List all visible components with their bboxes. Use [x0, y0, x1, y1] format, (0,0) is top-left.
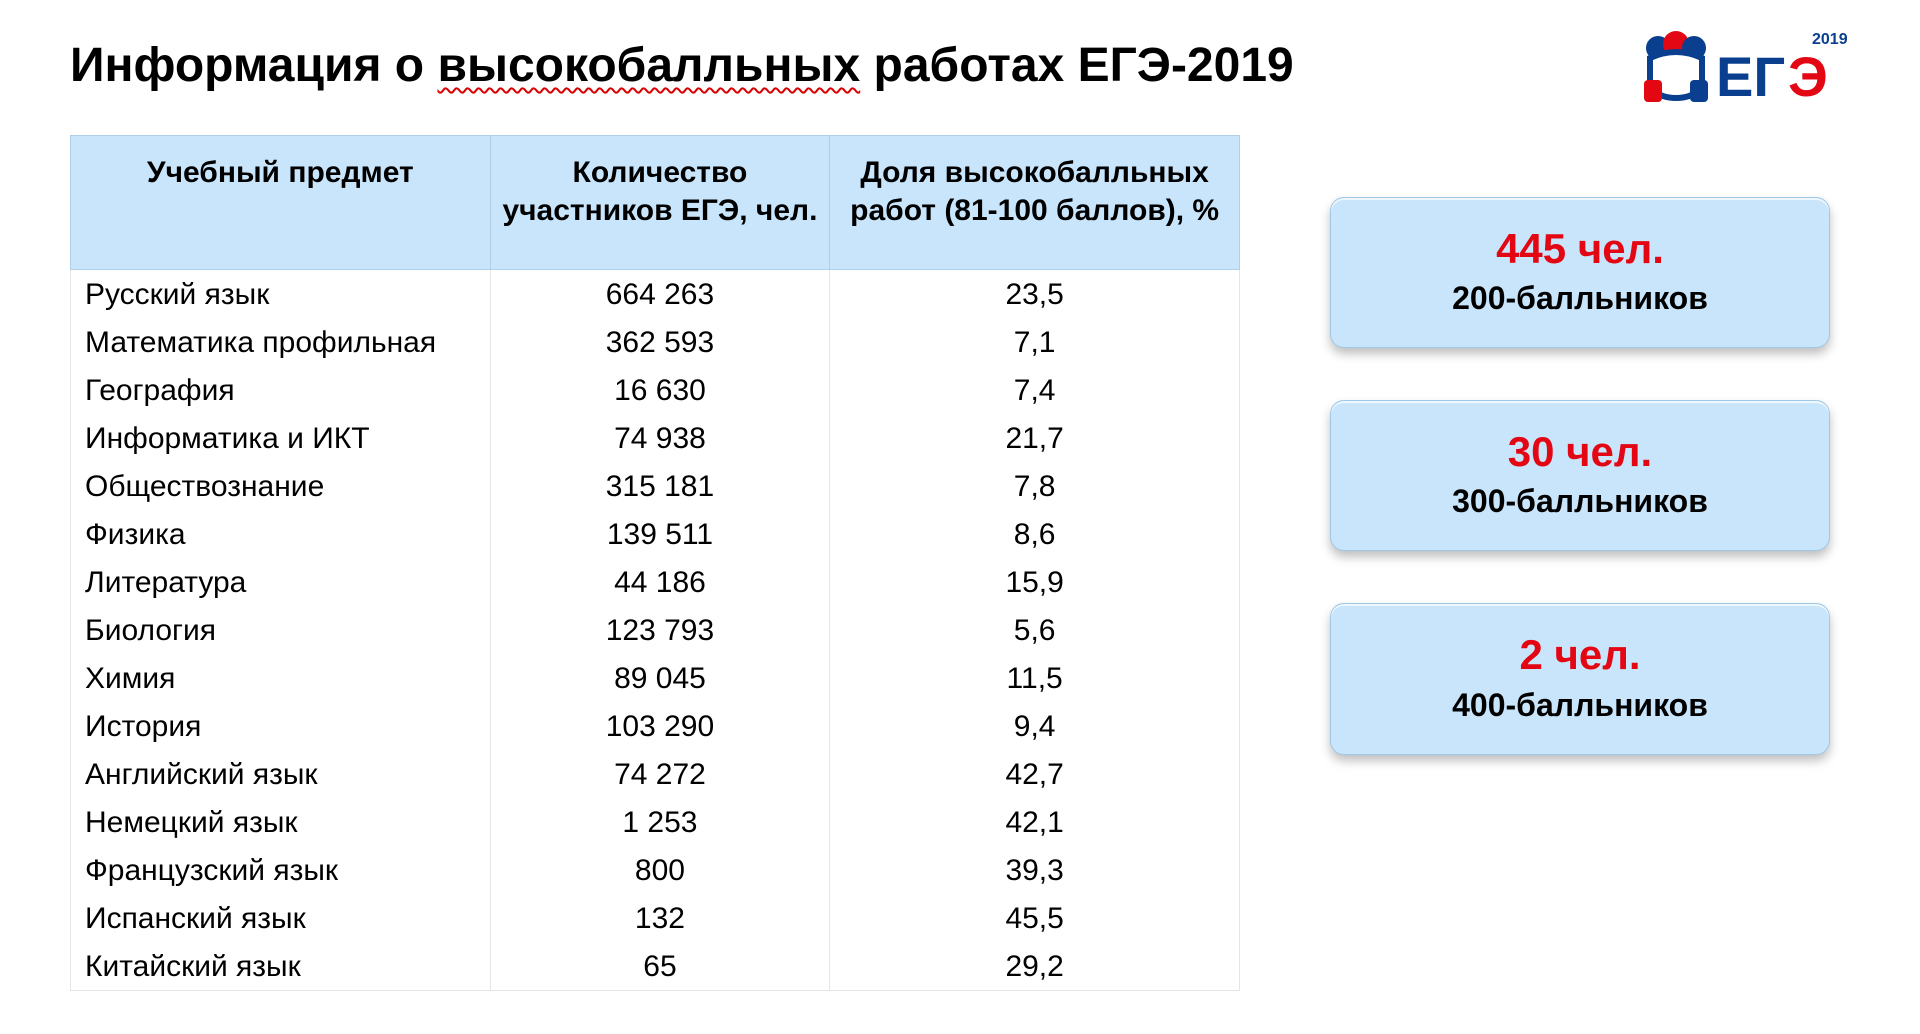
svg-text:ЕГ: ЕГ — [1716, 45, 1785, 108]
content-row: Учебный предмет Количество участников ЕГ… — [70, 135, 1850, 991]
cell-share: 7,4 — [830, 366, 1240, 414]
cell-count: 139 511 — [490, 510, 830, 558]
cell-count: 315 181 — [490, 462, 830, 510]
cell-count: 664 263 — [490, 270, 830, 319]
table-row: Обществознание315 1817,8 — [71, 462, 1240, 510]
badge-big: 2 чел. — [1341, 632, 1819, 678]
table-row: История103 2909,4 — [71, 702, 1240, 750]
cell-count: 74 938 — [490, 414, 830, 462]
cell-share: 23,5 — [830, 270, 1240, 319]
table-row: Биология123 7935,6 — [71, 606, 1240, 654]
title-part-underlined: высокобалльных — [437, 39, 860, 92]
cell-share: 15,9 — [830, 558, 1240, 606]
cell-share: 42,7 — [830, 750, 1240, 798]
cell-count: 65 — [490, 942, 830, 991]
page-title: Информация о высокобалльных работах ЕГЭ-… — [70, 38, 1850, 93]
cell-share: 39,3 — [830, 846, 1240, 894]
cell-subject: Биология — [71, 606, 491, 654]
cell-count: 74 272 — [490, 750, 830, 798]
ege-logo: 2019 ЕГ Э — [1620, 28, 1850, 114]
table-header-row: Учебный предмет Количество участников ЕГ… — [71, 136, 1240, 270]
cell-share: 7,1 — [830, 318, 1240, 366]
cell-count: 132 — [490, 894, 830, 942]
col-subject: Учебный предмет — [71, 136, 491, 270]
cell-count: 103 290 — [490, 702, 830, 750]
cell-count: 44 186 — [490, 558, 830, 606]
cell-share: 42,1 — [830, 798, 1240, 846]
badge-sub: 300-балльников — [1341, 483, 1819, 520]
cell-subject: Литература — [71, 558, 491, 606]
table-row: Литература44 18615,9 — [71, 558, 1240, 606]
table-row: Испанский язык13245,5 — [71, 894, 1240, 942]
cell-share: 8,6 — [830, 510, 1240, 558]
badge-big: 445 чел. — [1341, 226, 1819, 272]
col-count: Количество участников ЕГЭ, чел. — [490, 136, 830, 270]
cell-share: 5,6 — [830, 606, 1240, 654]
cell-subject: Немецкий язык — [71, 798, 491, 846]
cell-share: 9,4 — [830, 702, 1240, 750]
cell-count: 1 253 — [490, 798, 830, 846]
svg-text:Э: Э — [1788, 45, 1828, 108]
cell-subject: Математика профильная — [71, 318, 491, 366]
stat-badge: 2 чел. 400-балльников — [1330, 603, 1830, 754]
cell-subject: Русский язык — [71, 270, 491, 319]
table-row: Китайский язык6529,2 — [71, 942, 1240, 991]
cell-share: 21,7 — [830, 414, 1240, 462]
table-row: Математика профильная362 5937,1 — [71, 318, 1240, 366]
slide: Информация о высокобалльных работах ЕГЭ-… — [0, 0, 1920, 1034]
table-row: Русский язык664 26323,5 — [71, 270, 1240, 319]
cell-subject: География — [71, 366, 491, 414]
cell-subject: Испанский язык — [71, 894, 491, 942]
title-part-post: работах ЕГЭ-2019 — [860, 39, 1294, 92]
cell-count: 16 630 — [490, 366, 830, 414]
cell-count: 89 045 — [490, 654, 830, 702]
table-body: Русский язык664 26323,5Математика профил… — [71, 270, 1240, 991]
cell-subject: Обществознание — [71, 462, 491, 510]
cell-subject: Химия — [71, 654, 491, 702]
cell-share: 45,5 — [830, 894, 1240, 942]
title-part-pre: Информация о — [70, 39, 437, 92]
table-row: Английский язык74 27242,7 — [71, 750, 1240, 798]
cell-count: 123 793 — [490, 606, 830, 654]
table-row: Информатика и ИКТ74 93821,7 — [71, 414, 1240, 462]
stat-badge: 30 чел. 300-балльников — [1330, 400, 1830, 551]
cell-subject: Китайский язык — [71, 942, 491, 991]
cell-count: 362 593 — [490, 318, 830, 366]
cell-share: 11,5 — [830, 654, 1240, 702]
cell-count: 800 — [490, 846, 830, 894]
subjects-table: Учебный предмет Количество участников ЕГ… — [70, 135, 1240, 991]
col-share: Доля высокобалльных работ (81-100 баллов… — [830, 136, 1240, 270]
cell-subject: Французский язык — [71, 846, 491, 894]
table-row: Немецкий язык1 25342,1 — [71, 798, 1240, 846]
cell-subject: История — [71, 702, 491, 750]
badge-sub: 200-балльников — [1341, 280, 1819, 317]
table-row: Французский язык80039,3 — [71, 846, 1240, 894]
badge-sub: 400-балльников — [1341, 687, 1819, 724]
table-row: География16 6307,4 — [71, 366, 1240, 414]
table-row: Химия89 04511,5 — [71, 654, 1240, 702]
cell-subject: Информатика и ИКТ — [71, 414, 491, 462]
stat-badges: 445 чел. 200-балльников 30 чел. 300-балльни… — [1330, 197, 1830, 991]
cell-share: 7,8 — [830, 462, 1240, 510]
cell-subject: Английский язык — [71, 750, 491, 798]
stat-badge: 445 чел. 200-балльников — [1330, 197, 1830, 348]
table-row: Физика139 5118,6 — [71, 510, 1240, 558]
cell-subject: Физика — [71, 510, 491, 558]
cell-share: 29,2 — [830, 942, 1240, 991]
badge-big: 30 чел. — [1341, 429, 1819, 475]
